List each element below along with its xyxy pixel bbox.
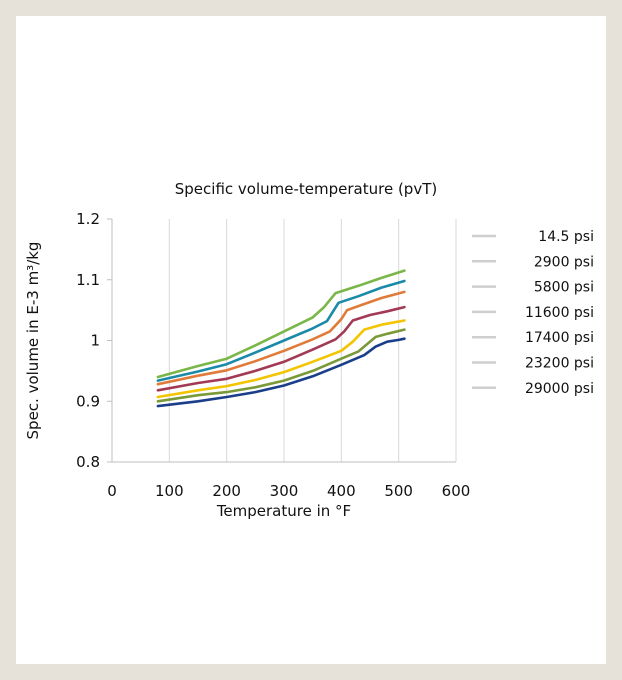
axes <box>107 218 456 463</box>
legend-entry: 23200 psi <box>525 356 594 372</box>
x-tick-label: 300 <box>270 482 299 500</box>
series-line <box>156 290 406 386</box>
x-axis-label: Temperature in °F <box>216 502 351 520</box>
y-tick-label: 1.1 <box>76 271 100 289</box>
legend-entry: 14.5 psi <box>538 229 594 245</box>
y-tick-label: 1.2 <box>76 210 100 228</box>
series-line <box>156 279 406 382</box>
y-axis-label: Spec. volume in E-3 m³/kg <box>24 242 42 440</box>
y-tick-label: 1 <box>90 332 100 350</box>
x-tick-label: 0 <box>107 482 117 500</box>
series-line <box>156 337 406 408</box>
legend-entry: 5800 psi <box>534 280 594 296</box>
series-line <box>156 319 406 399</box>
legend-entry: 11600 psi <box>525 305 594 321</box>
series-line <box>156 328 406 403</box>
y-tick-label: 0.9 <box>76 392 100 410</box>
x-tick-label: 600 <box>442 482 471 500</box>
series-line <box>156 269 406 379</box>
chart-svg: 0 100 200 300 400 500 600 0.8 0.9 1 1.1 1.2 14.5 p… <box>24 210 594 520</box>
chart-panel: Specific volume-temperature (pvT) 0 100 20… <box>16 16 606 664</box>
legend-entry: 29000 psi <box>525 381 594 397</box>
series-lines <box>156 269 406 408</box>
x-tick-label: 500 <box>384 482 413 500</box>
x-tick-label: 200 <box>212 482 241 500</box>
y-tick-label: 0.8 <box>76 453 100 471</box>
series-line <box>156 305 406 392</box>
x-tick-labels: 0 100 200 300 400 500 600 <box>107 482 470 500</box>
y-tick-labels: 0.8 0.9 1 1.1 1.2 <box>76 210 100 471</box>
legend-entry: 2900 psi <box>534 254 594 270</box>
chart-title: Specific volume-temperature (pvT) <box>174 180 438 198</box>
x-tick-label: 400 <box>327 482 356 500</box>
legend-entry: 17400 psi <box>525 330 594 346</box>
x-tick-label: 100 <box>155 482 184 500</box>
legend: 14.5 psi 2900 psi 5800 psi 11600 psi 17400 p… <box>472 229 594 397</box>
